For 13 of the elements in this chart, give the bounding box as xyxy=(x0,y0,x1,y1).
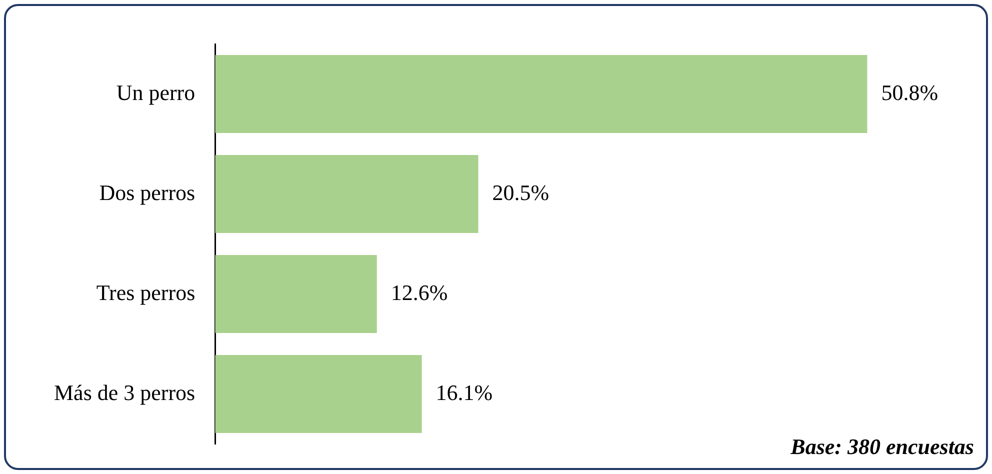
y-tick-label: Un perro xyxy=(116,80,196,105)
annotation: Base: 380 encuestas xyxy=(790,434,974,460)
bar xyxy=(215,55,868,133)
y-tick-label: Más de 3 perros xyxy=(54,380,196,405)
y-tick-label: Tres perros xyxy=(96,280,196,305)
data-label: 50.8% xyxy=(881,80,938,105)
data-label: 16.1% xyxy=(436,380,493,405)
bar xyxy=(215,155,478,233)
data-label: 12.6% xyxy=(390,280,448,305)
y-tick-label: Dos perros xyxy=(99,180,196,205)
bar xyxy=(215,255,377,333)
bar xyxy=(215,355,422,433)
data-label: 20.5% xyxy=(492,180,550,205)
